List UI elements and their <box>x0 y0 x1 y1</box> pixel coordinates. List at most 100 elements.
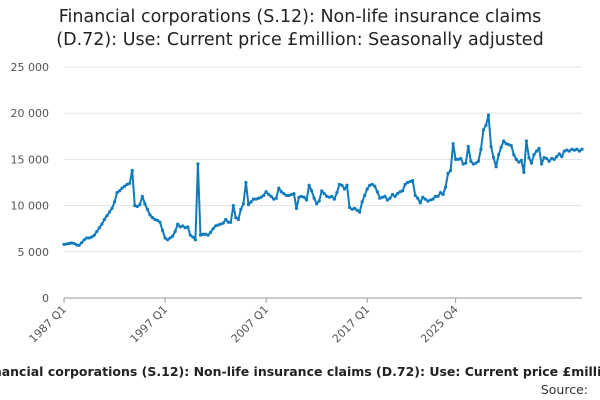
series-group <box>62 113 584 247</box>
data-point <box>320 189 324 193</box>
data-point <box>274 196 278 200</box>
data-point <box>426 199 430 203</box>
data-point <box>241 202 245 206</box>
data-point <box>95 229 99 234</box>
data-point <box>363 193 367 198</box>
data-point <box>269 194 273 198</box>
legend: Financial corporations (S.12): Non-life … <box>0 364 600 379</box>
x-tick-label: 1997 Q1 <box>128 303 171 346</box>
data-point <box>299 194 304 198</box>
data-point <box>560 155 564 159</box>
data-point <box>178 225 182 229</box>
data-point <box>456 157 460 161</box>
data-point <box>471 162 475 166</box>
data-point <box>196 162 200 166</box>
data-point <box>120 186 124 190</box>
data-point <box>484 123 488 127</box>
data-point <box>115 191 119 195</box>
data-point <box>355 208 359 212</box>
data-point <box>304 198 309 202</box>
data-point <box>529 161 534 165</box>
data-point <box>229 220 233 224</box>
data-point <box>332 197 336 201</box>
data-point <box>166 238 170 242</box>
data-point <box>317 199 321 203</box>
x-tick-label: 2025 Q4 <box>418 303 461 346</box>
data-point <box>226 220 230 224</box>
data-point <box>446 171 450 175</box>
data-point <box>481 128 486 132</box>
data-point <box>206 233 210 237</box>
data-point <box>254 197 258 201</box>
data-point <box>322 191 326 196</box>
data-point <box>337 182 342 186</box>
data-point <box>85 236 89 240</box>
data-point <box>491 155 496 160</box>
data-point <box>519 158 523 162</box>
data-point <box>236 217 240 222</box>
data-point <box>552 157 556 161</box>
data-point <box>545 156 549 161</box>
data-point <box>294 206 299 210</box>
data-point <box>168 236 172 240</box>
legend-label: Financial corporations (S.12): Non-life … <box>0 364 600 379</box>
data-point <box>423 197 427 201</box>
data-point <box>307 183 311 187</box>
data-point <box>221 221 225 225</box>
data-point <box>562 149 566 153</box>
data-point <box>282 191 286 196</box>
data-point <box>580 147 584 151</box>
data-point <box>150 216 155 220</box>
data-point <box>183 226 187 230</box>
data-point <box>140 194 144 198</box>
data-point <box>368 183 372 187</box>
data-point <box>259 195 263 199</box>
data-point <box>82 238 86 242</box>
gridlines <box>64 66 582 253</box>
data-point <box>80 240 84 245</box>
data-point <box>67 241 71 246</box>
data-point <box>249 200 253 204</box>
data-point <box>433 194 438 198</box>
data-point <box>512 153 516 157</box>
data-point <box>466 144 470 149</box>
source-label: Source: <box>540 382 588 397</box>
data-point <box>489 144 493 149</box>
data-point <box>517 160 521 164</box>
data-point <box>380 195 384 199</box>
data-point <box>373 184 377 188</box>
data-point <box>97 226 101 230</box>
data-point <box>256 196 261 200</box>
data-point <box>143 202 147 206</box>
data-point <box>534 149 539 153</box>
data-point <box>342 187 347 191</box>
data-point <box>107 210 112 214</box>
data-point <box>370 182 374 186</box>
data-point <box>352 206 357 210</box>
data-point <box>385 198 390 202</box>
data-point <box>163 236 167 240</box>
data-point <box>158 220 162 224</box>
y-tick-label: 10 000 <box>11 200 50 213</box>
data-point <box>428 198 432 202</box>
data-point <box>383 194 387 198</box>
data-point <box>100 222 104 226</box>
data-point <box>514 157 518 161</box>
data-point <box>486 113 491 117</box>
data-point <box>216 223 220 227</box>
data-point <box>128 181 132 186</box>
data-point <box>90 235 94 239</box>
data-point <box>279 190 283 194</box>
data-point <box>358 210 362 214</box>
data-point <box>244 180 248 185</box>
data-point <box>464 161 468 165</box>
data-point <box>262 193 266 198</box>
data-point <box>522 170 526 174</box>
data-point <box>411 179 415 183</box>
data-point <box>231 204 235 208</box>
data-point <box>224 217 228 222</box>
data-point <box>340 183 344 187</box>
data-point <box>577 149 582 153</box>
data-point <box>375 190 379 194</box>
